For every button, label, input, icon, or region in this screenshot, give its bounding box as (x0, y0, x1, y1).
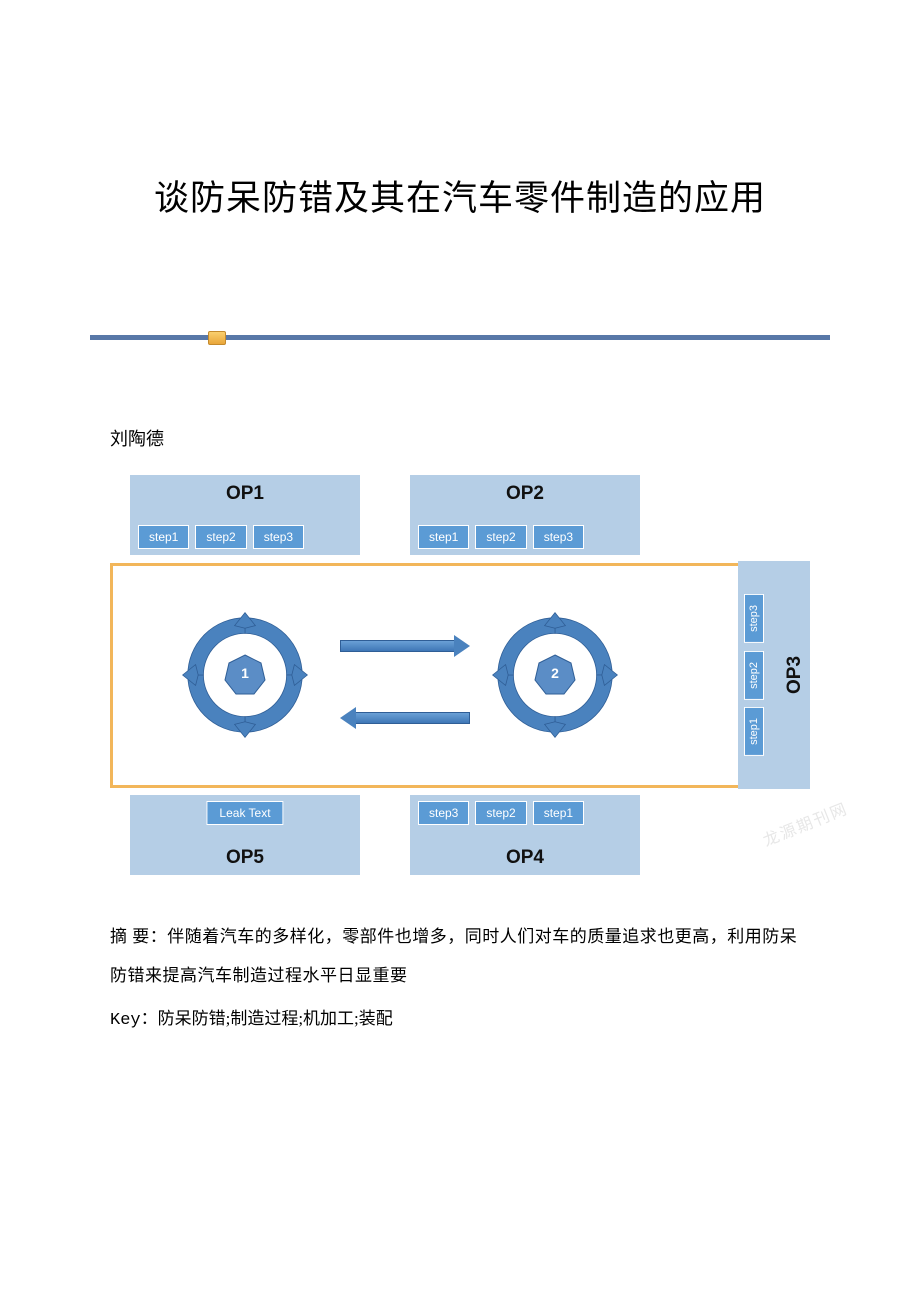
step-chip: step3 (744, 594, 764, 643)
op-box-op2: OP2 step1 step2 step3 (410, 475, 640, 555)
step-chip: step1 (418, 525, 469, 549)
step-chip: step1 (138, 525, 189, 549)
section-divider (110, 331, 810, 345)
keywords-line: Key：防呆防错;制造过程;机加工;装配 (110, 999, 810, 1040)
cycle-node-2: 2 (490, 610, 620, 740)
leak-text-chip: Leak Text (206, 801, 283, 825)
op-box-op3: step1 step2 step3 OP3 (738, 561, 810, 789)
author-name: 刘陶德 (110, 425, 810, 451)
step-chip: step2 (195, 525, 246, 549)
step-chip: step2 (744, 651, 764, 700)
key-text: 防呆防错;制造过程;机加工;装配 (158, 1009, 393, 1028)
step-chip: step3 (533, 525, 584, 549)
op-box-op1: OP1 step1 step2 step3 (130, 475, 360, 555)
flow-line (110, 563, 113, 788)
heptagon-2: 2 (534, 654, 576, 696)
op3-steps: step1 step2 step3 (744, 571, 764, 779)
abstract-text: 伴随着汽车的多样化，零部件也增多，同时人们对车的质量追求也更高，利用防呆防错来提… (110, 927, 797, 985)
flow-arrow-left (340, 707, 470, 729)
cycle-num: 1 (224, 665, 266, 681)
step-chip: step3 (418, 801, 469, 825)
op-label: OP5 (130, 847, 360, 869)
document-title: 谈防呆防错及其在汽车零件制造的应用 (110, 170, 810, 221)
flow-arrow-right (340, 635, 470, 657)
op2-steps: step1 step2 step3 (418, 525, 584, 549)
cycle-num: 2 (534, 665, 576, 681)
key-label: Key： (110, 1011, 158, 1030)
step-chip: step1 (744, 707, 764, 756)
divider-knob (208, 331, 226, 345)
op-box-op5: Leak Text OP5 (130, 795, 360, 875)
step-chip: step3 (253, 525, 304, 549)
step-chip: step2 (475, 525, 526, 549)
abstract-paragraph: 摘 要：伴随着汽车的多样化，零部件也增多，同时人们对车的质量追求也更高，利用防呆… (110, 917, 810, 995)
op-label: OP3 (784, 561, 806, 789)
abstract-label: 摘 要： (110, 927, 167, 946)
watermark-text: 龙源期刊网 (759, 795, 851, 851)
flow-line (110, 785, 770, 788)
step-chip: step1 (533, 801, 584, 825)
op-box-op4: step3 step2 step1 OP4 (410, 795, 640, 875)
op-label: OP4 (410, 847, 640, 869)
op5-leak: Leak Text (206, 801, 283, 825)
process-flow-diagram: OP1 step1 step2 step3 OP2 step1 step2 st… (110, 475, 810, 875)
op4-steps: step3 step2 step1 (418, 801, 584, 825)
flow-line (110, 563, 770, 566)
op-label: OP1 (130, 475, 360, 505)
divider-bar (90, 335, 830, 340)
op-label: OP2 (410, 475, 640, 505)
step-chip: step2 (475, 801, 526, 825)
heptagon-1: 1 (224, 654, 266, 696)
op1-steps: step1 step2 step3 (138, 525, 304, 549)
cycle-node-1: 1 (180, 610, 310, 740)
